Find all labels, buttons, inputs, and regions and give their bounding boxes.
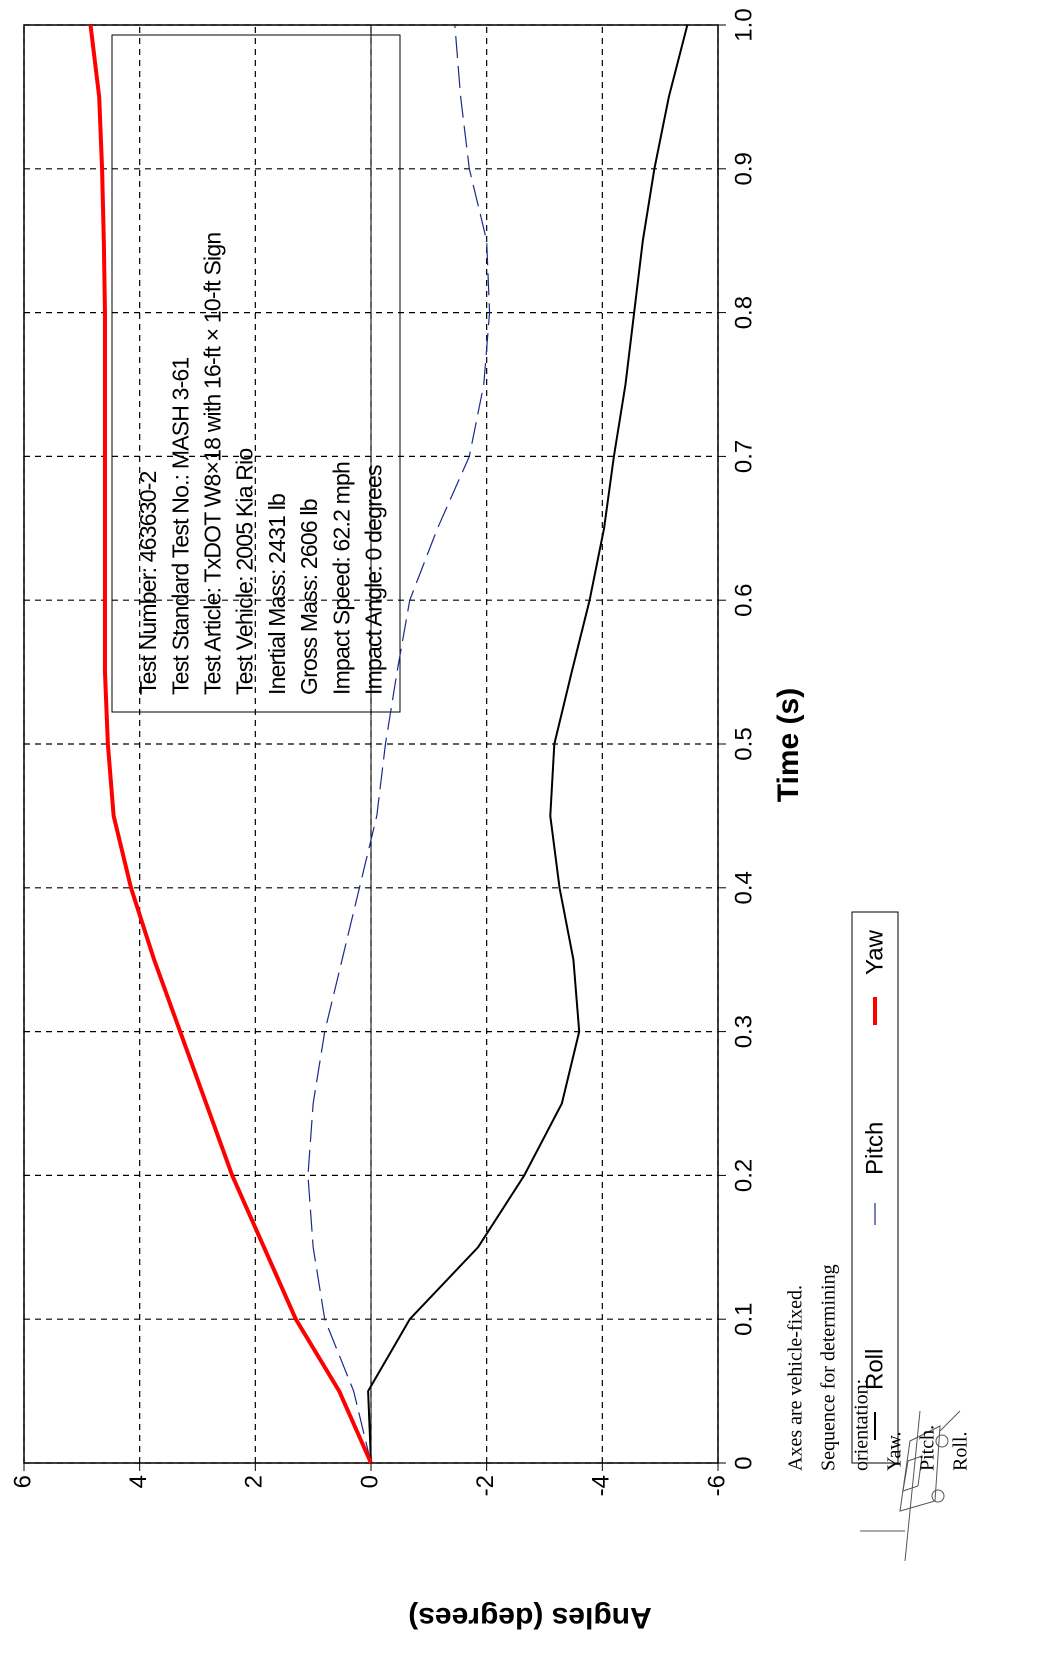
annotation-line: Test Number: 463630-2 <box>135 471 161 695</box>
x-tick-label: 0.7 <box>730 440 757 473</box>
x-tick-label: 0.6 <box>730 584 757 617</box>
y-axis-title: Angles (degrees) <box>408 1601 651 1634</box>
rotated-chart: Time (s) Angles (degrees) 0 0.1 0.2 0.3 0.4 0… <box>9 8 971 1634</box>
x-tick-label: 0.3 <box>730 1015 757 1048</box>
y-tick-label: -6 <box>703 1475 730 1496</box>
x-tick-label: 0.5 <box>730 727 757 760</box>
y-tick-label: 0 <box>356 1475 383 1488</box>
series-line <box>88 24 373 1464</box>
annotation-line: Inertial Mass: 2431 lb <box>264 494 290 695</box>
y-tick-label: 4 <box>125 1475 152 1488</box>
x-tick-label: 0.4 <box>730 871 757 904</box>
annotation-line: Gross Mass: 2606 lb <box>296 499 322 695</box>
note-line: Sequence for determining <box>818 1264 840 1471</box>
note-line: Pitch. <box>917 1425 939 1471</box>
note-line: Yaw. <box>884 1432 906 1471</box>
y-tick-label: 6 <box>9 1475 36 1488</box>
annotation-line: Impact Speed: 62.2 mph <box>328 462 354 695</box>
x-tick-label: 1.0 <box>730 8 757 41</box>
annotation-box <box>111 34 401 713</box>
x-tick-label: 0.2 <box>730 1159 757 1192</box>
annotation-line: Impact Angle: 0 degrees <box>360 465 386 695</box>
legend-label: Yaw <box>861 929 888 975</box>
note-line: Roll. <box>950 1432 972 1471</box>
vehicle-sketch <box>860 1410 961 1562</box>
x-tick-label: 0.8 <box>730 296 757 329</box>
annotation-line: Test Article: TxDOT W8×18 with 16-ft × 1… <box>199 233 225 695</box>
x-axis-title: Time (s) <box>772 688 805 802</box>
y-tick-label: -4 <box>588 1475 615 1496</box>
legend-label: Roll <box>861 1349 888 1390</box>
annotation-line: Test Vehicle: 2005 Kia Rio <box>232 449 258 695</box>
note-line: orientation: <box>851 1379 873 1471</box>
y-tick-label: -2 <box>472 1475 499 1496</box>
annotation-line: Test Standard Test No.: MASH 3-61 <box>167 357 193 695</box>
note-line: Axes are vehicle-fixed. <box>785 1285 807 1471</box>
y-tick-label: 2 <box>241 1475 268 1488</box>
legend-box <box>851 911 899 1464</box>
series-line <box>307 24 491 1464</box>
legend-label: Pitch <box>861 1122 888 1175</box>
x-tick-label: 0.9 <box>730 152 757 185</box>
x-tick-label: 0.1 <box>730 1303 757 1336</box>
x-tick-label: 0 <box>730 1456 757 1469</box>
series-line <box>367 24 689 1464</box>
